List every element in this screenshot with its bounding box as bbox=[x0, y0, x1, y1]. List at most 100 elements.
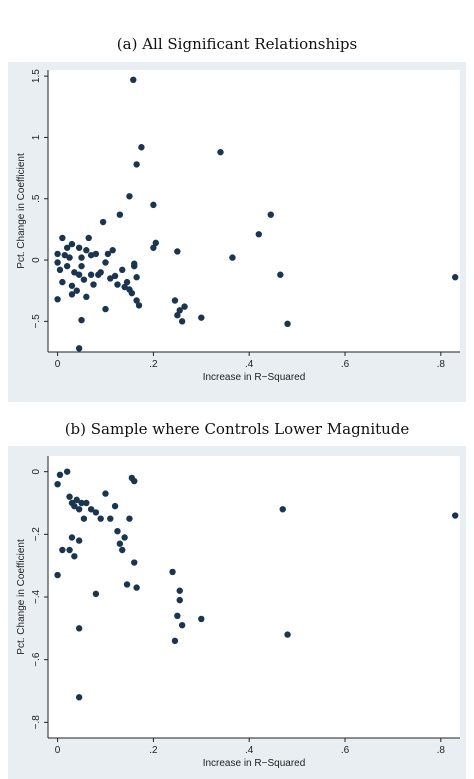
data-point bbox=[59, 234, 66, 242]
x-tick-label: .4 bbox=[245, 745, 254, 756]
data-point bbox=[63, 468, 71, 475]
data-point bbox=[174, 248, 181, 255]
data-point bbox=[92, 590, 100, 598]
x-tick-label: .8 bbox=[437, 745, 446, 756]
data-point bbox=[54, 250, 61, 258]
data-point bbox=[92, 250, 100, 258]
data-point bbox=[116, 540, 124, 547]
data-point bbox=[63, 244, 71, 251]
data-point bbox=[56, 471, 64, 478]
data-point bbox=[123, 581, 131, 588]
chart-title-a: (a) All Significant Relationships bbox=[116, 35, 358, 53]
data-point bbox=[133, 584, 140, 591]
data-point bbox=[131, 559, 138, 566]
data-point bbox=[71, 269, 78, 276]
data-point bbox=[171, 297, 179, 304]
data-point bbox=[99, 218, 107, 226]
data-point bbox=[78, 254, 85, 261]
data-point bbox=[174, 312, 181, 319]
data-point bbox=[133, 297, 140, 304]
data-point bbox=[61, 251, 68, 259]
data-point bbox=[150, 244, 157, 251]
y-tick-label: −.4 bbox=[31, 589, 42, 604]
data-point bbox=[87, 271, 95, 278]
x-axis-label: Increase in R−Squared bbox=[203, 758, 306, 769]
data-point bbox=[87, 506, 95, 513]
data-point bbox=[152, 239, 159, 247]
data-point bbox=[68, 240, 76, 248]
data-point bbox=[83, 293, 90, 301]
data-point bbox=[54, 571, 61, 579]
data-point bbox=[138, 144, 145, 151]
data-point bbox=[171, 637, 179, 645]
y-tick-label: 1.5 bbox=[31, 69, 42, 83]
data-point bbox=[133, 161, 140, 168]
data-point bbox=[452, 512, 459, 519]
x-axis-label: Increase in R−Squared bbox=[203, 372, 306, 383]
y-tick-label: 0 bbox=[31, 257, 42, 263]
scatter-chart-b: 0 .2 .4 .6 .8 −.8 −.6 −.4 −.2 0 Increase in R−Squa… bbox=[8, 446, 466, 779]
data-point bbox=[75, 537, 83, 544]
y-tick-label: −.8 bbox=[31, 715, 42, 730]
data-point bbox=[102, 305, 109, 313]
x-tick-label: .6 bbox=[341, 745, 350, 756]
data-point bbox=[83, 499, 90, 507]
x-tick-label: .2 bbox=[149, 359, 158, 370]
y-tick-label: .5 bbox=[31, 194, 42, 203]
data-point bbox=[123, 278, 131, 286]
data-point bbox=[102, 259, 109, 266]
data-point bbox=[56, 266, 64, 274]
data-point bbox=[119, 546, 126, 554]
data-point bbox=[68, 291, 76, 298]
data-point bbox=[54, 296, 61, 303]
data-point bbox=[277, 271, 284, 278]
data-point bbox=[75, 506, 83, 513]
y-tick-label: −.6 bbox=[31, 652, 42, 667]
data-point bbox=[150, 201, 157, 209]
x-tick-label: .6 bbox=[341, 359, 350, 370]
data-point bbox=[116, 211, 124, 218]
data-point bbox=[102, 490, 109, 497]
data-point bbox=[130, 76, 137, 84]
x-tick-label: .2 bbox=[149, 745, 158, 756]
data-point bbox=[73, 287, 80, 294]
data-point bbox=[131, 262, 138, 270]
data-point bbox=[68, 534, 76, 541]
x-tick-label: 0 bbox=[55, 359, 61, 370]
data-point bbox=[78, 499, 85, 507]
data-point bbox=[66, 254, 73, 261]
x-tick-label: 0 bbox=[55, 745, 61, 756]
data-point bbox=[66, 546, 73, 554]
y-tick-label: −.2 bbox=[31, 527, 42, 542]
data-point bbox=[92, 509, 100, 516]
data-point bbox=[178, 622, 186, 629]
data-point bbox=[121, 534, 128, 541]
data-point bbox=[229, 254, 236, 261]
data-point bbox=[54, 481, 61, 488]
data-point bbox=[78, 316, 85, 324]
data-point bbox=[267, 211, 274, 218]
data-point bbox=[133, 274, 140, 281]
data-point bbox=[114, 281, 121, 288]
data-point bbox=[114, 528, 121, 535]
data-point bbox=[75, 271, 83, 278]
data-point bbox=[54, 259, 61, 266]
y-axis-label: Pct. Change in Coefficient bbox=[16, 539, 27, 655]
data-point bbox=[59, 278, 66, 286]
data-point bbox=[75, 694, 83, 701]
data-point bbox=[97, 515, 104, 522]
data-point bbox=[131, 477, 138, 485]
data-point bbox=[109, 247, 116, 254]
data-point bbox=[78, 262, 85, 270]
data-point bbox=[169, 568, 176, 576]
data-point bbox=[452, 274, 459, 281]
data-point bbox=[107, 275, 114, 282]
data-point bbox=[111, 272, 119, 280]
data-point bbox=[97, 269, 104, 276]
plot-area bbox=[48, 456, 460, 738]
data-point bbox=[111, 502, 119, 510]
y-tick-label: −.5 bbox=[31, 314, 42, 329]
x-tick-label: .4 bbox=[245, 359, 254, 370]
data-point bbox=[87, 251, 95, 259]
data-point bbox=[71, 502, 78, 510]
